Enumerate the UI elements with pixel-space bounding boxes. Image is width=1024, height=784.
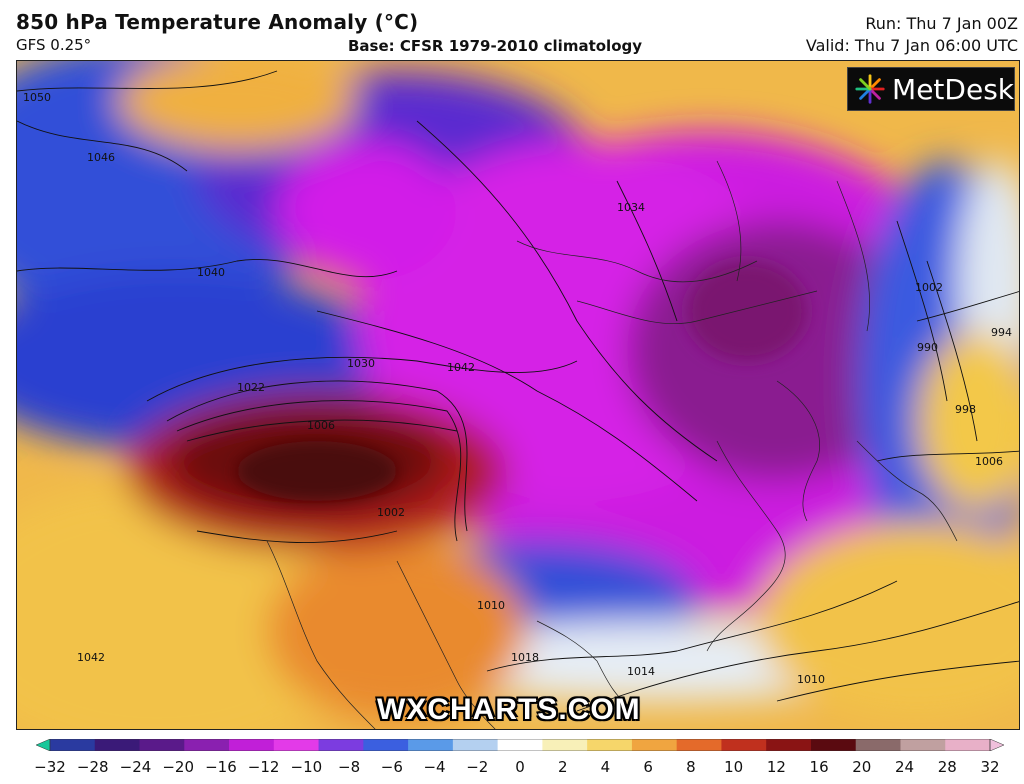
header: 850 hPa Temperature Anomaly (°C) GFS 0.2… — [0, 0, 1024, 60]
colorbar-segment — [139, 739, 185, 751]
isobar-label: 1014 — [627, 665, 655, 678]
colorbar-segment — [452, 739, 499, 751]
colorbar-tick-label: 10 — [724, 758, 744, 776]
colorbar-tick-label: 12 — [766, 758, 786, 776]
colorbar-tick-label: −16 — [205, 758, 237, 776]
colorbar-segment — [184, 739, 230, 751]
colorbar-tick-label: −24 — [119, 758, 152, 776]
isobar-label: 1022 — [237, 381, 265, 394]
colorbar-segment — [542, 739, 588, 751]
isobar-label: 1050 — [23, 91, 51, 104]
colorbar-tick-label: −4 — [423, 758, 446, 776]
colorbar-tick-label: 6 — [643, 758, 653, 776]
colorbar-tick-label: −8 — [338, 758, 361, 776]
logo-text: MetDesk — [892, 72, 1014, 106]
colorbar-segment — [587, 739, 633, 751]
colorbar-segment — [810, 739, 857, 751]
isobar-label: 1042 — [447, 361, 475, 374]
colorbar-arrow-left — [36, 739, 51, 751]
colorbar-segment — [318, 739, 364, 751]
colorbar-tick-label: 20 — [852, 758, 872, 776]
isobar-label: 1042 — [77, 651, 105, 664]
colorbar-tick-label: −20 — [162, 758, 194, 776]
isobar-label: 1006 — [975, 455, 1003, 468]
isobar-label: 994 — [991, 326, 1012, 339]
isobar-label: 1034 — [617, 201, 645, 214]
colorbar — [36, 739, 1004, 751]
valid-time-label: Valid: Thu 7 Jan 06:00 UTC — [805, 36, 1018, 55]
isobar-label: 1046 — [87, 151, 115, 164]
colorbar-tick-label: −6 — [380, 758, 403, 776]
map-canvas: 1050 1046 1040 1030 1022 1006 1002 1034 … — [17, 61, 1019, 729]
colorbar-tick-label: 2 — [557, 758, 568, 776]
anomaly-map: 1050 1046 1040 1030 1022 1006 1002 1034 … — [16, 60, 1020, 730]
colorbar-tick-label: 32 — [980, 758, 1000, 776]
model-label: GFS 0.25° — [16, 36, 92, 54]
metdesk-burst-icon — [855, 74, 885, 104]
isobar-label: 1002 — [377, 506, 405, 519]
colorbar-tick-label: 16 — [809, 758, 829, 776]
isobar-label: 1018 — [511, 651, 539, 664]
colorbar-segment — [766, 739, 812, 751]
colorbar-segment — [631, 739, 678, 751]
colorbar-segment — [273, 739, 320, 751]
colorbar-tick-label: −28 — [76, 758, 109, 776]
wxcharts-watermark: WXCHARTS.COM — [377, 693, 641, 726]
isobar-lines — [17, 70, 1019, 712]
isobar-label: 990 — [917, 341, 938, 354]
colorbar-tick-label: −32 — [34, 758, 66, 776]
isobar-label: 1010 — [797, 673, 825, 686]
colorbar-segment — [497, 739, 543, 751]
isobar-label: 1002 — [915, 281, 943, 294]
colorbar-tick-label: 0 — [515, 758, 525, 776]
chart-title: 850 hPa Temperature Anomaly (°C) — [16, 10, 419, 34]
colorbar-segment — [945, 739, 991, 751]
colorbar-segment — [363, 739, 409, 751]
colorbar-segment — [676, 739, 722, 751]
colorbar-tick-label: −10 — [290, 758, 323, 776]
isobar-label: 1040 — [197, 266, 225, 279]
colorbar-segment — [94, 739, 141, 751]
colorbar-tick-label: 28 — [937, 758, 957, 776]
colorbar-ticks: −32 −28 −24 −20 −16 −12 −10 −8 −6 −4 −2 0 2 4 6 8 10 12 16… — [34, 754, 1004, 780]
colorbar-segment — [50, 739, 96, 751]
colorbar-outline — [49, 739, 991, 751]
run-time-label: Run: Thu 7 Jan 00Z — [865, 14, 1018, 33]
metdesk-logo: MetDesk — [847, 67, 1015, 111]
colorbar-segment — [855, 739, 901, 751]
isobar-label: 1010 — [477, 599, 505, 612]
colorbar-tick-label: 24 — [894, 758, 915, 776]
colorbar-segment — [900, 739, 946, 751]
colorbar-segment — [721, 739, 767, 751]
colorbar-arrow-right — [989, 739, 1004, 751]
colorbar-tick-label: −12 — [247, 758, 280, 776]
coastlines — [266, 160, 958, 729]
colorbar-tick-label: 8 — [686, 758, 696, 776]
isobar-label-group: 1050 1046 1040 1030 1022 1006 1002 1034 … — [23, 91, 1012, 686]
base-climatology-label: Base: CFSR 1979-2010 climatology — [348, 37, 643, 55]
colorbar-tick-label: 4 — [600, 758, 611, 776]
isobar-label: 1006 — [307, 419, 335, 432]
colorbar-segment — [408, 739, 454, 751]
colorbar-tick-label: −2 — [466, 758, 489, 776]
isobar-label: 1030 — [347, 357, 375, 370]
isobar-label: 998 — [955, 403, 976, 416]
colorbar-segment — [229, 739, 275, 751]
